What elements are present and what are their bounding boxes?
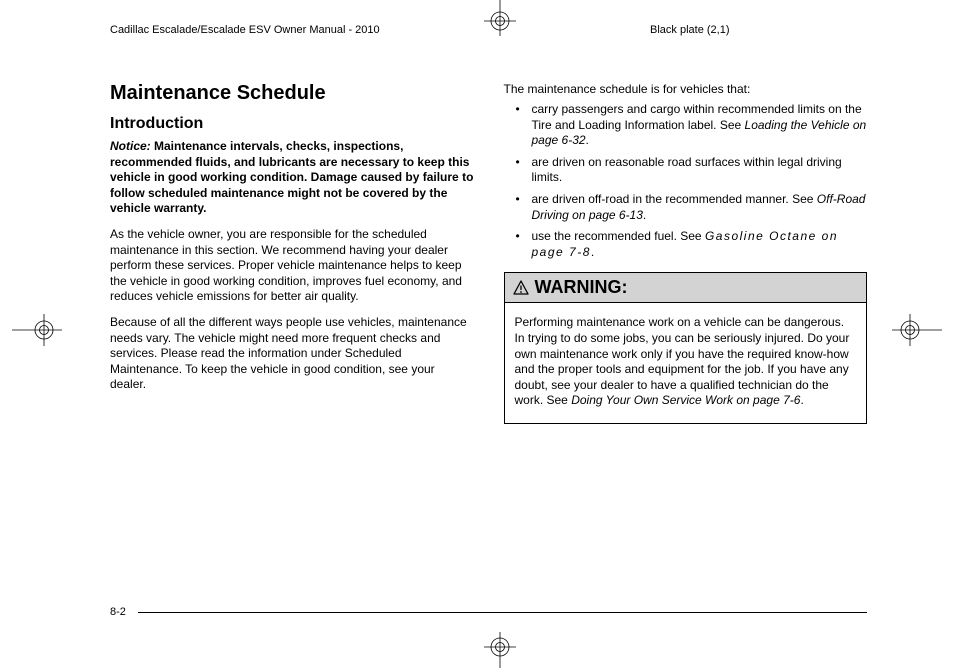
- schedule-bullet-list: carry passengers and cargo within recomm…: [504, 102, 868, 260]
- registration-mark-left: [12, 300, 62, 360]
- registration-mark-right: [892, 300, 942, 360]
- schedule-intro-line: The maintenance schedule is for vehicles…: [504, 82, 868, 96]
- warning-box: WARNING: Performing maintenance work on …: [504, 272, 868, 424]
- warning-triangle-icon: [513, 280, 529, 296]
- bullet-tail: .: [643, 208, 646, 222]
- right-column: The maintenance schedule is for vehicles…: [504, 82, 868, 424]
- list-item: are driven on reasonable road surfaces w…: [504, 155, 868, 186]
- intro-paragraph-2: Because of all the different ways people…: [110, 315, 474, 393]
- header-plate-info: Black plate (2,1): [650, 24, 729, 36]
- sub-heading: Introduction: [110, 115, 474, 133]
- bullet-tail: .: [591, 245, 594, 259]
- intro-paragraph-1: As the vehicle owner, you are responsibl…: [110, 227, 474, 305]
- page-footer: 8-2: [110, 604, 867, 620]
- bullet-text: are driven on reasonable road surfaces w…: [532, 155, 842, 185]
- notice-body: Maintenance intervals, checks, inspectio…: [110, 139, 473, 215]
- notice-paragraph: Notice: Maintenance intervals, checks, i…: [110, 139, 474, 217]
- content-area: Maintenance Schedule Introduction Notice…: [110, 82, 867, 424]
- warning-title: WARNING:: [535, 277, 628, 298]
- list-item: use the recommended fuel. See Gasoline O…: [504, 229, 868, 260]
- notice-lead: Notice:: [110, 139, 151, 153]
- left-column: Maintenance Schedule Introduction Notice…: [110, 82, 474, 424]
- registration-mark-bottom: [470, 632, 530, 668]
- header-manual-title: Cadillac Escalade/Escalade ESV Owner Man…: [110, 24, 380, 36]
- page-number: 8-2: [110, 606, 126, 618]
- footer-rule: [138, 612, 867, 613]
- bullet-tail: .: [586, 133, 589, 147]
- list-item: are driven off-road in the recommended m…: [504, 192, 868, 223]
- main-heading: Maintenance Schedule: [110, 82, 474, 105]
- list-item: carry passengers and cargo within recomm…: [504, 102, 868, 149]
- warning-tail: .: [800, 393, 803, 407]
- warning-header: WARNING:: [505, 273, 867, 303]
- warning-body: Performing maintenance work on a vehicle…: [505, 303, 867, 423]
- warning-ref: Doing Your Own Service Work on page 7‑6: [571, 393, 800, 407]
- page-header: Cadillac Escalade/Escalade ESV Owner Man…: [0, 18, 954, 42]
- bullet-text: use the recommended fuel. See: [532, 229, 705, 243]
- bullet-text: are driven off-road in the recommended m…: [532, 192, 817, 206]
